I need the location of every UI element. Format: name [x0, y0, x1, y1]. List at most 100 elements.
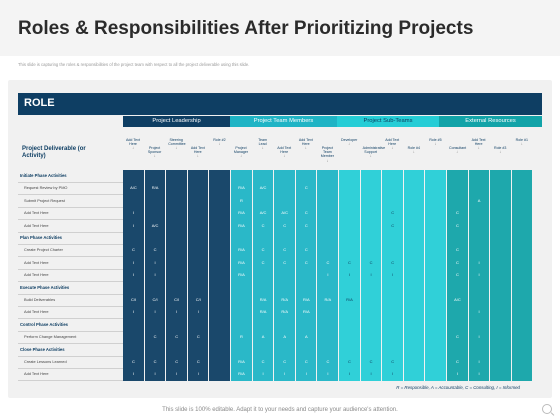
raci-cell: C	[391, 222, 395, 228]
column-band	[425, 170, 446, 381]
arrow-down-icon: ↓	[326, 157, 329, 163]
raci-cell: R/A	[281, 297, 289, 302]
raci-cell: C	[132, 247, 135, 253]
arrow-down-icon: ↓	[348, 141, 350, 147]
raci-cell: I	[154, 272, 156, 278]
raci-cell: I	[132, 272, 135, 278]
column-header: Role #4 ↓	[407, 146, 420, 155]
raci-cell: R/A	[281, 309, 289, 315]
column-header: Add Text Here ↓	[298, 138, 313, 151]
raci-cell: C	[196, 334, 200, 340]
raci-cell: A	[261, 334, 265, 340]
arrow-down-icon: ↓	[456, 149, 458, 155]
deliverable-header: Project Deliverable (or Activity)	[22, 146, 86, 159]
row-label: Request Review by PMO	[24, 185, 68, 191]
title-bar	[0, 0, 560, 56]
raci-cell: C	[283, 222, 287, 228]
raci-cell: R/A	[238, 272, 245, 278]
raci-cell: C	[348, 259, 351, 265]
raci-cell: C	[261, 222, 265, 228]
column-band	[447, 170, 468, 381]
row-divider	[18, 206, 123, 208]
arrow-down-icon: ↓	[412, 149, 415, 155]
page-subtitle: This slide is capturing the roles & resp…	[18, 62, 250, 67]
raci-cell: I	[392, 272, 394, 278]
row-label: Build Deliverables	[24, 297, 56, 302]
column-header: Steering Committee ↓	[168, 138, 186, 151]
row-divider	[18, 268, 123, 270]
raci-cell: C	[456, 222, 459, 228]
column-band	[490, 170, 511, 381]
row-divider	[18, 256, 123, 257]
section-heading: Execute Phase Activities	[20, 284, 70, 290]
column-header: Project Sponsor ↓	[147, 146, 162, 159]
raci-cell: R/A	[151, 185, 159, 191]
group-project-leadership: Project Leadership	[123, 116, 230, 127]
arrow-down-icon: ↓	[369, 153, 372, 159]
raci-cell: A	[283, 334, 287, 340]
row-divider	[18, 293, 123, 294]
row-label: Perform Change Management	[24, 334, 77, 340]
row-divider	[18, 367, 123, 369]
raci-cell: C	[456, 334, 459, 340]
raci-cell: A/C	[151, 222, 159, 228]
raci-cell: I	[176, 309, 178, 315]
arrow-down-icon: ↓	[283, 153, 286, 159]
raci-cell: I	[348, 371, 351, 377]
raci-cell: C	[304, 222, 308, 228]
raci-cell: I	[132, 222, 135, 228]
page-title: Roles & Responsibilities After Prioritiz…	[18, 18, 474, 39]
column-header: Add Text Here ↓	[126, 138, 140, 151]
column-band	[274, 170, 295, 381]
raci-cell: A/C	[259, 185, 267, 191]
raci-cell: C	[304, 359, 308, 364]
raci-cell: C	[283, 259, 287, 265]
raci-cell: I	[176, 371, 178, 377]
raci-cell: R/A	[238, 259, 245, 265]
raci-cell: C	[261, 359, 265, 364]
arrow-down-icon: ↓	[391, 145, 394, 151]
raci-cell: C/I	[174, 297, 180, 302]
footer-note: This slide is 100% editable. Adapt it to…	[162, 407, 398, 413]
raci-cell: R/A	[238, 371, 245, 377]
column-header: Project Team Member ↓	[320, 146, 334, 163]
raci-cell: I	[478, 371, 480, 377]
raci-cell: I	[478, 309, 480, 315]
arrow-down-icon: ↓	[132, 145, 134, 151]
raci-cell: C/I	[152, 297, 158, 302]
column-band	[339, 170, 360, 381]
column-band	[295, 170, 317, 381]
column-header: Administrative Support ↓	[362, 146, 386, 159]
column-band	[403, 170, 425, 381]
column-band	[144, 170, 166, 381]
raci-cell: C	[348, 359, 351, 364]
column-header: Add Text Here ↓	[471, 138, 486, 151]
raci-cell: R/A	[238, 185, 245, 191]
raci-cell: A/C	[281, 210, 289, 216]
row-divider	[18, 281, 123, 282]
column-header: Add Text Here ↓	[190, 146, 205, 159]
row-label: Add Text Here	[24, 309, 49, 315]
raci-cell: C	[456, 247, 459, 253]
column-header: Developer ↓	[341, 138, 358, 147]
section-heading: Initiate Phase Activities	[20, 173, 67, 178]
column-header: Consultant ↓	[449, 146, 467, 155]
raci-cell: I	[327, 272, 329, 278]
section-heading: Control Phase Activities	[20, 321, 69, 327]
raci-cell: I	[197, 309, 199, 315]
raci-cell: C	[196, 359, 200, 364]
column-header: Add Text Here ↓	[277, 146, 292, 159]
raci-cell: A	[304, 334, 308, 340]
raci-cell: C	[304, 247, 308, 253]
raci-cell: I	[370, 272, 372, 278]
column-band	[252, 170, 274, 381]
row-divider	[18, 219, 123, 220]
raci-cell: C	[391, 259, 395, 265]
raci-cell: I	[154, 259, 156, 265]
raci-cell: R	[240, 197, 243, 203]
legend: R = Responsible, A = Accountable, C = Co…	[396, 385, 520, 390]
raci-cell: R/A	[259, 297, 267, 302]
column-band	[468, 170, 490, 381]
arrow-down-icon: ↓	[196, 153, 199, 159]
raci-cell: A/C	[130, 185, 137, 191]
